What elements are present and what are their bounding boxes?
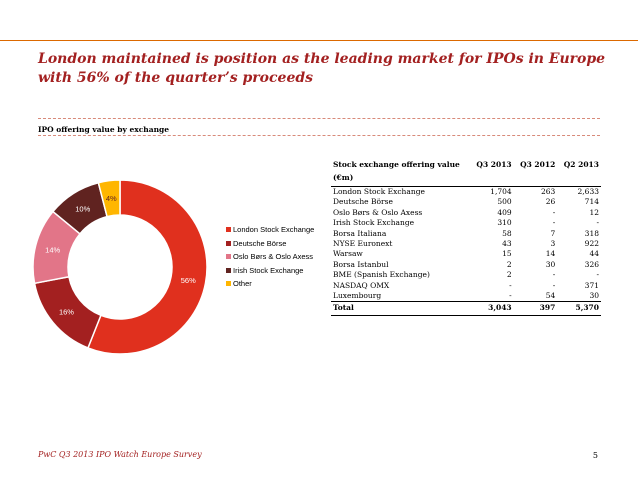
- table-row: NASDAQ OMX - - 371: [331, 281, 601, 291]
- offering-value: 310: [497, 218, 512, 228]
- offering-value: -: [552, 218, 556, 228]
- offering-value: 30: [589, 291, 599, 301]
- legend-swatch: [226, 240, 231, 246]
- offering-value: -: [552, 270, 556, 280]
- table-row: Luxembourg - 54 30: [331, 291, 601, 302]
- legend-label: Deutsche Börse: [233, 238, 287, 248]
- exchange-name: Borsa Italiana: [333, 228, 387, 238]
- donut-slice-0: [86, 179, 208, 355]
- offering-value: 922: [584, 239, 599, 249]
- offering-value: 371: [584, 280, 599, 290]
- table-row: Warsaw 15 14 44: [331, 249, 601, 259]
- legend-swatch: [226, 227, 231, 233]
- footer-source: PwC Q3 2013 IPO Watch Europe Survey: [38, 450, 202, 459]
- chart-legend: London Stock Exchange Deutsche Börse Oslo …: [226, 223, 314, 291]
- table-row: Borsa Italiana 58 7 318: [331, 229, 601, 239]
- legend-swatch: [226, 254, 231, 260]
- legend-label: London Stock Exchange: [233, 225, 315, 235]
- offering-value: 14: [545, 249, 556, 259]
- offering-value: -: [552, 280, 556, 290]
- legend-item: London Stock Exchange: [226, 223, 314, 237]
- legend-label: Other: [233, 279, 252, 289]
- table-row: NYSE Euronext 43 3 922: [331, 239, 601, 249]
- offering-value: 318: [584, 228, 599, 238]
- slice-label-3: 10%: [75, 204, 90, 213]
- offering-value: 714: [584, 197, 599, 207]
- offering-value: 12: [589, 207, 599, 217]
- offering-value: 500: [497, 197, 512, 207]
- divider-top: [38, 118, 600, 119]
- donut-chart: 56% 16% 14% 10% 4%: [32, 179, 208, 355]
- exchange-name: Deutsche Börse: [333, 197, 393, 207]
- divider-bottom: [38, 135, 600, 136]
- slice-label-4: 4%: [106, 194, 117, 203]
- offering-value: -: [596, 270, 599, 280]
- table-row: Oslo Børs & Oslo Axess 409 - 12: [331, 208, 601, 218]
- table-row: Borsa Istanbul 2 30 326: [331, 260, 601, 270]
- offering-value: -: [509, 291, 512, 301]
- offering-value: 1,704: [490, 187, 512, 196]
- header-period: Q3 2013: [476, 160, 512, 169]
- header-period: Q3 2012: [520, 160, 556, 169]
- offering-value: 5,370: [557, 301, 601, 316]
- exchange-name: Warsaw: [333, 249, 363, 259]
- offering-value: 54: [545, 291, 556, 301]
- table-total-row: Total 3,043 397 5,370: [331, 301, 601, 316]
- exchange-name: Luxembourg: [333, 291, 382, 301]
- header-period: Q2 2013: [563, 160, 599, 169]
- offering-value: 2: [506, 270, 512, 280]
- slice-label-2: 14%: [45, 246, 60, 255]
- legend-item: Deutsche Börse: [226, 237, 314, 251]
- offering-value: 397: [513, 301, 558, 316]
- offering-value: 263: [540, 187, 556, 196]
- exchange-name: Irish Stock Exchange: [333, 218, 415, 228]
- offering-value: 2,633: [577, 187, 599, 196]
- offering-value: 43: [502, 239, 512, 249]
- offering-value: -: [509, 280, 512, 290]
- offering-value: 3: [550, 239, 556, 249]
- offering-value: 15: [502, 249, 512, 259]
- table-header-row: Stock exchange offering value (€m) Q3 201…: [331, 158, 601, 187]
- offering-value: 3,043: [470, 301, 514, 316]
- exchange-name: London Stock Exchange: [333, 187, 425, 196]
- table-row: Deutsche Börse 500 26 714: [331, 197, 601, 207]
- donut-slice-4: [97, 179, 121, 218]
- offering-value: -: [552, 207, 556, 217]
- table-row: Irish Stock Exchange 310 - -: [331, 218, 601, 228]
- slice-label-1: 16%: [59, 307, 74, 316]
- legend-item: Oslo Børs & Oslo Axess: [226, 250, 314, 264]
- offering-value: 7: [550, 228, 556, 238]
- page-number: 5: [592, 451, 598, 460]
- offering-value: 2: [506, 259, 512, 269]
- legend-label: Oslo Børs & Oslo Axess: [233, 252, 314, 262]
- chart-subtitle: IPO offering value by exchange: [38, 125, 170, 134]
- legend-swatch: [226, 281, 231, 287]
- offering-value-table: Stock exchange offering value (€m) Q3 201…: [331, 158, 601, 316]
- legend-item: Other: [226, 277, 314, 291]
- exchange-name: BME (Spanish Exchange): [333, 270, 430, 280]
- slice-label-0: 56%: [181, 276, 196, 285]
- exchange-name: NASDAQ OMX: [333, 280, 390, 290]
- exchange-name: Borsa Istanbul: [333, 259, 389, 269]
- table-row: BME (Spanish Exchange) 2 - -: [331, 270, 601, 280]
- offering-value: 30: [545, 259, 556, 269]
- legend-label: Irish Stock Exchange: [233, 265, 304, 275]
- offering-value: 26: [545, 197, 556, 207]
- offering-value: 409: [497, 207, 512, 217]
- legend-item: Irish Stock Exchange: [226, 264, 314, 278]
- offering-value: 44: [589, 249, 599, 259]
- slide-title: London maintained is position as the lea…: [38, 51, 606, 86]
- table-row: London Stock Exchange 1,704 263 2,633: [331, 187, 601, 198]
- top-rule: [0, 40, 638, 41]
- offering-value: 58: [502, 228, 512, 238]
- exchange-name: Total: [331, 301, 470, 316]
- exchange-name: NYSE Euronext: [333, 239, 393, 249]
- offering-value: -: [596, 218, 599, 228]
- offering-value: 326: [584, 259, 599, 269]
- header-exchange: Stock exchange offering value (€m): [333, 160, 460, 182]
- legend-swatch: [226, 267, 231, 273]
- exchange-name: Oslo Børs & Oslo Axess: [333, 207, 423, 217]
